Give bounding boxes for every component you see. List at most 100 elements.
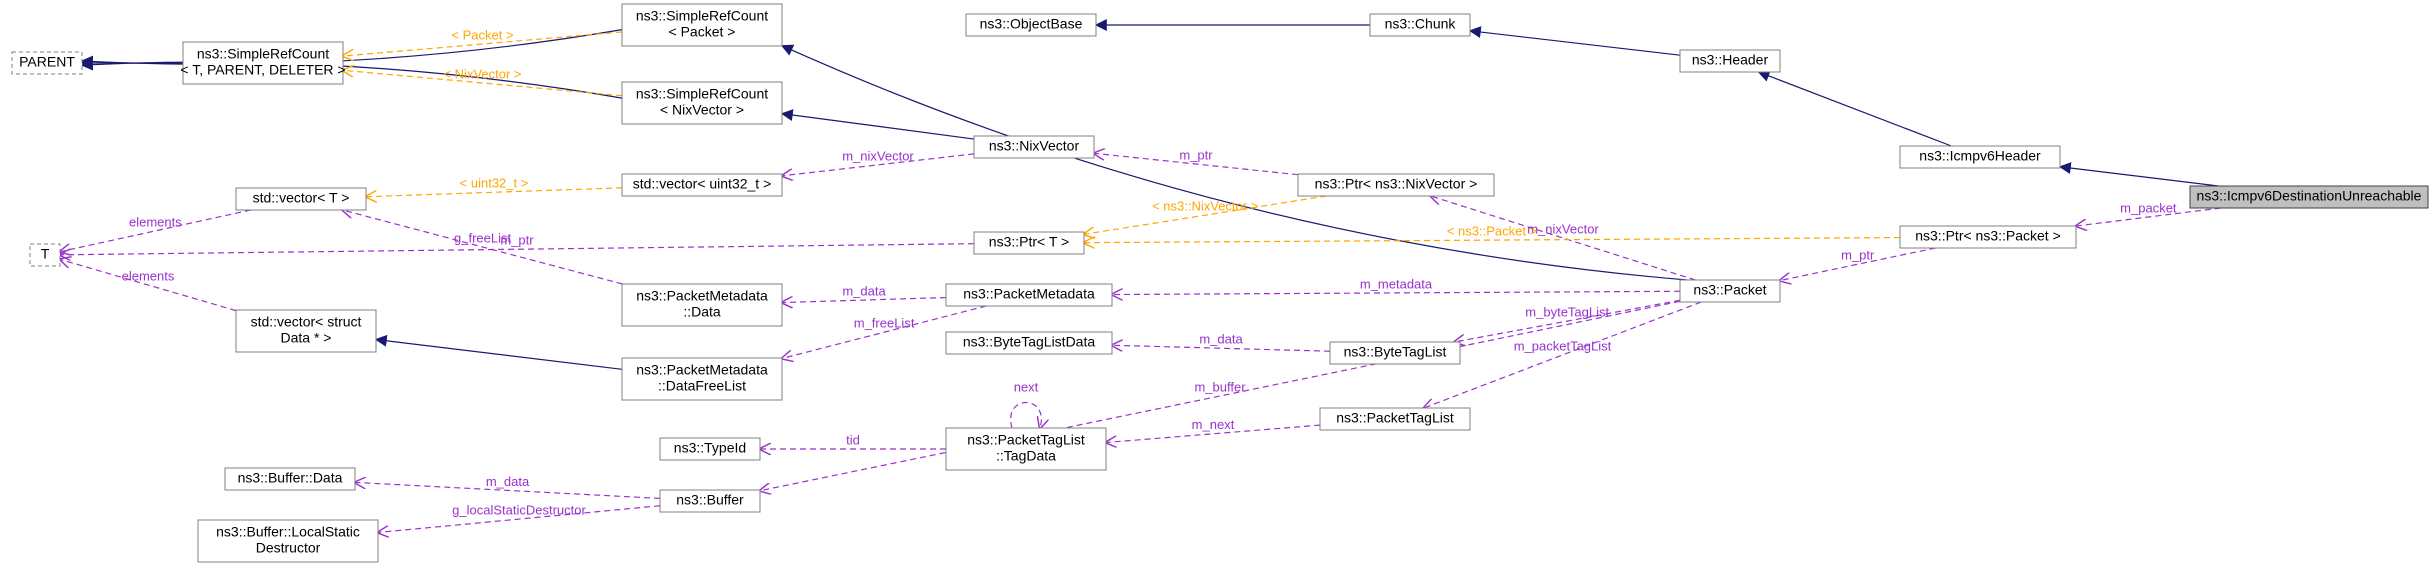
node-typeid: ns3::TypeId xyxy=(660,438,760,460)
node-label: ns3::Header xyxy=(1692,52,1769,68)
node-vec_uint32: std::vector< uint32_t > xyxy=(622,174,782,196)
node-packet: ns3::Packet xyxy=(1680,280,1780,302)
node-label: ns3::NixVector xyxy=(989,138,1080,154)
node-label: ns3::SimpleRefCount xyxy=(636,86,768,102)
node-label: Data * > xyxy=(281,330,332,346)
edge-src_packet-parent xyxy=(82,30,622,65)
edge-label: m_next xyxy=(1192,417,1235,432)
node-src_tpd: ns3::SimpleRefCount< T, PARENT, DELETER … xyxy=(180,42,345,84)
node-buffer_data: ns3::Buffer::Data xyxy=(225,468,355,490)
node-header: ns3::Header xyxy=(1680,50,1780,72)
node-icmpv6dest: ns3::Icmpv6DestinationUnreachable xyxy=(2190,186,2428,208)
node-label: ns3::PacketTagList xyxy=(967,432,1085,448)
edge-label: m_packetTagList xyxy=(1514,338,1612,353)
node-label: < NixVector > xyxy=(660,102,744,118)
edge-label: m_buffer xyxy=(1194,379,1246,394)
node-label: Destructor xyxy=(256,540,321,556)
edge-pm_data-vec_T xyxy=(343,210,623,284)
edge-label: m_data xyxy=(842,283,886,298)
edge-label: m_metadata xyxy=(1360,276,1433,291)
edge-label: m_data xyxy=(1199,332,1243,347)
node-label: ::Data xyxy=(683,304,721,320)
edge-vec_data-T xyxy=(60,259,236,310)
node-src_packet: ns3::SimpleRefCount< Packet > xyxy=(622,4,782,46)
node-label: ns3::Ptr< T > xyxy=(989,234,1069,250)
node-label: < Packet > xyxy=(669,24,736,40)
node-label: std::vector< struct xyxy=(251,314,362,330)
node-label: ns3::ObjectBase xyxy=(980,16,1083,32)
edge-label: m_byteTagList xyxy=(1525,305,1609,320)
edge-header-chunk xyxy=(1470,31,1680,55)
node-label: ns3::PacketTagList xyxy=(1336,410,1454,426)
edge-label: m_ptr xyxy=(1841,248,1875,263)
edge-nixvector-src_nixvec xyxy=(782,114,974,139)
node-label: ns3::Icmpv6DestinationUnreachable xyxy=(2197,188,2422,204)
node-label: ns3::Buffer::LocalStatic xyxy=(216,524,360,540)
edge-label: elements xyxy=(122,268,175,283)
node-label: ns3::Buffer::Data xyxy=(238,470,343,486)
edge-src_nixvec-parent xyxy=(82,62,622,98)
node-label: ns3::Ptr< ns3::NixVector > xyxy=(1315,176,1478,192)
edge-pm_datafreelist-vec_data xyxy=(376,339,622,369)
node-pm_datafreelist: ns3::PacketMetadata::DataFreeList xyxy=(622,358,782,400)
edge-label: m_nixVector xyxy=(1527,221,1599,236)
node-label: ns3::ByteTagListData xyxy=(963,334,1096,350)
node-objectbase: ns3::ObjectBase xyxy=(966,14,1096,36)
edge-packet-src_packet xyxy=(782,46,1687,280)
node-buffer: ns3::Buffer xyxy=(660,490,760,512)
node-label: std::vector< uint32_t > xyxy=(633,176,772,192)
edge-label: m_nixVector xyxy=(842,148,914,163)
node-label: ns3::TypeId xyxy=(674,440,746,456)
node-vec_T: std::vector< T > xyxy=(236,188,366,210)
edge-label: m_freeList xyxy=(854,316,915,331)
node-nixvector: ns3::NixVector xyxy=(974,136,1094,158)
node-label: PARENT xyxy=(19,54,75,70)
edge-label: m_packet xyxy=(2120,200,2177,215)
node-bytetaglist: ns3::ByteTagList xyxy=(1330,342,1460,364)
edge-icmpv6dest-icmpv6header xyxy=(2060,167,2219,186)
node-T: T xyxy=(30,244,60,266)
node-label: ns3::Chunk xyxy=(1385,16,1457,32)
edge-label: < Packet > xyxy=(451,27,513,42)
node-label: T xyxy=(41,246,50,262)
node-icmpv6header: ns3::Icmpv6Header xyxy=(1900,146,2060,168)
node-ptr_nixvector: ns3::Ptr< ns3::NixVector > xyxy=(1298,174,1494,196)
node-label: < T, PARENT, DELETER > xyxy=(180,62,345,78)
node-vec_data: std::vector< structData * > xyxy=(236,310,376,352)
edges: < Packet >< NixVector >m_nixVectorm_ptrm… xyxy=(60,25,2221,532)
edge-label: < ns3::NixVector > xyxy=(1152,199,1258,214)
node-label: ::TagData xyxy=(996,448,1056,464)
node-label: ns3::PacketMetadata xyxy=(636,288,768,304)
node-buffer_lsd: ns3::Buffer::LocalStaticDestructor xyxy=(198,520,378,562)
node-label: ns3::SimpleRefCount xyxy=(636,8,768,24)
node-label: ns3::Packet xyxy=(1693,282,1766,298)
node-label: std::vector< T > xyxy=(253,190,350,206)
node-label: ns3::SimpleRefCount xyxy=(197,46,329,62)
node-label: ns3::Ptr< ns3::Packet > xyxy=(1915,228,2061,244)
class-collaboration-diagram: < Packet >< NixVector >m_nixVectorm_ptrm… xyxy=(0,0,2435,565)
node-label: ns3::Buffer xyxy=(676,492,744,508)
node-parent: PARENT xyxy=(12,52,82,74)
node-label: ns3::Icmpv6Header xyxy=(1919,148,2041,164)
node-ptl_tagdata: ns3::PacketTagList::TagData xyxy=(946,428,1106,470)
edge-label: < ns3::Packet > xyxy=(1447,224,1537,239)
edge-label: < NixVector > xyxy=(443,66,521,81)
node-label: ::DataFreeList xyxy=(658,378,746,394)
edge-ptl_tagdata-ptl_tagdata xyxy=(1011,403,1042,429)
node-pm_data: ns3::PacketMetadata::Data xyxy=(622,284,782,326)
edge-label: m_ptr xyxy=(1179,147,1213,162)
edge-label: next xyxy=(1014,379,1039,394)
edge-packet-packetmetadata xyxy=(1112,291,1680,294)
node-packettaglist: ns3::PacketTagList xyxy=(1320,408,1470,430)
edge-label: g_freeList xyxy=(454,230,511,245)
node-ptr_packet: ns3::Ptr< ns3::Packet > xyxy=(1900,226,2076,248)
node-label: ns3::PacketMetadata xyxy=(636,362,768,378)
nodes: PARENTns3::SimpleRefCount< T, PARENT, DE… xyxy=(12,4,2428,562)
node-label: ns3::PacketMetadata xyxy=(963,286,1095,302)
node-packetmetadata: ns3::PacketMetadata xyxy=(946,284,1112,306)
node-src_nixvec: ns3::SimpleRefCount< NixVector > xyxy=(622,82,782,124)
edge-label: g_localStaticDestructor xyxy=(452,503,586,518)
node-chunk: ns3::Chunk xyxy=(1370,14,1470,36)
edge-icmpv6header-header xyxy=(1759,72,1952,146)
edge-label: < uint32_t > xyxy=(460,176,529,191)
